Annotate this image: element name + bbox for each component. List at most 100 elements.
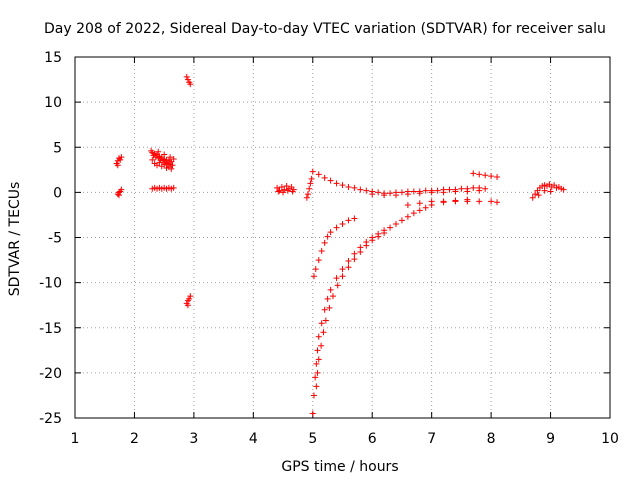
data-point (187, 293, 194, 300)
data-point (314, 369, 321, 376)
chart-title: Day 208 of 2022, Sidereal Day-to-day VTE… (44, 21, 606, 37)
data-point (345, 183, 352, 190)
data-point (310, 273, 317, 280)
data-point (404, 202, 411, 209)
data-point (280, 189, 287, 196)
data-point (398, 189, 405, 196)
data-point (315, 257, 322, 264)
data-point (321, 174, 328, 181)
y-tick-label: -10 (39, 276, 62, 292)
data-point (482, 172, 489, 179)
data-point (312, 374, 319, 381)
data-point (161, 161, 168, 168)
y-tick-label: 15 (44, 50, 62, 66)
data-point (339, 182, 346, 189)
y-tick-label: -15 (39, 321, 62, 337)
series-cluster-1.7-upper (113, 154, 125, 169)
data-point (184, 302, 191, 309)
data-point (307, 180, 314, 187)
data-point (313, 360, 320, 367)
data-point (351, 250, 358, 257)
data-point (183, 73, 190, 80)
data-point (452, 188, 459, 195)
data-point (381, 229, 388, 236)
data-point (476, 187, 483, 194)
data-point (313, 383, 320, 390)
data-point (434, 187, 441, 194)
data-points (113, 73, 567, 417)
data-point (482, 185, 489, 192)
data-point (318, 248, 325, 255)
series-cluster-2.3-lower (149, 184, 177, 192)
x-tick-label: 7 (427, 431, 436, 447)
series-curve-a (310, 215, 358, 280)
data-point (464, 188, 471, 195)
data-point (416, 207, 423, 214)
data-point (161, 151, 168, 158)
data-point (327, 229, 334, 236)
series-cluster-2.9-top (183, 73, 194, 88)
data-point (470, 170, 477, 177)
data-point (345, 257, 352, 264)
data-point (375, 233, 382, 240)
x-tick-label: 8 (487, 431, 496, 447)
data-point (168, 165, 175, 172)
data-point (169, 162, 176, 169)
data-point (314, 347, 321, 354)
y-tick-label: -5 (48, 231, 62, 247)
data-point (117, 156, 124, 163)
y-tick-label: 10 (44, 95, 62, 111)
data-point (351, 215, 358, 222)
x-tick-labels: 1 2 3 4 5 6 7 8 9 10 (71, 431, 619, 447)
data-point (308, 175, 315, 182)
series-cluster-4.9 (303, 175, 315, 201)
data-point (167, 154, 174, 161)
x-tick-label: 3 (189, 431, 198, 447)
data-point (318, 320, 325, 327)
data-point (310, 392, 317, 399)
data-point (532, 191, 539, 198)
data-point (381, 192, 388, 199)
data-point (345, 264, 352, 271)
data-point (309, 168, 316, 175)
data-point (315, 356, 322, 363)
data-point (369, 237, 376, 244)
data-point (440, 189, 447, 196)
data-point (560, 186, 567, 193)
data-point (315, 333, 322, 340)
data-point (404, 191, 411, 198)
y-tick-labels: 15 10 5 0 -5 -10 -15 -20 -25 (39, 50, 62, 427)
data-point (339, 220, 346, 227)
data-point (404, 213, 411, 220)
data-point (363, 187, 370, 194)
data-point (357, 248, 364, 255)
series-cluster-1.7-lower (114, 186, 125, 199)
data-point (529, 194, 536, 201)
data-point (357, 186, 364, 193)
data-point (452, 197, 459, 204)
data-point (488, 198, 495, 205)
x-tick-label: 10 (601, 431, 619, 447)
data-point (186, 295, 193, 302)
x-tick-label: 6 (368, 431, 377, 447)
data-point (315, 171, 322, 178)
x-axis-label: GPS time / hours (281, 459, 398, 475)
data-point (547, 188, 554, 195)
data-point (333, 224, 340, 231)
data-point (458, 185, 465, 192)
data-point (334, 282, 341, 289)
y-tick-label: -25 (39, 411, 62, 427)
data-point (114, 162, 121, 169)
data-point (333, 180, 340, 187)
data-point (275, 188, 282, 195)
data-point (393, 220, 399, 227)
data-point (312, 266, 319, 273)
data-point (327, 286, 334, 293)
data-point (276, 187, 283, 194)
data-point (416, 200, 423, 207)
series-cluster-9.0 (529, 181, 567, 201)
data-point (333, 275, 340, 282)
data-point (476, 198, 483, 205)
data-point (422, 187, 429, 194)
data-point (345, 217, 352, 224)
